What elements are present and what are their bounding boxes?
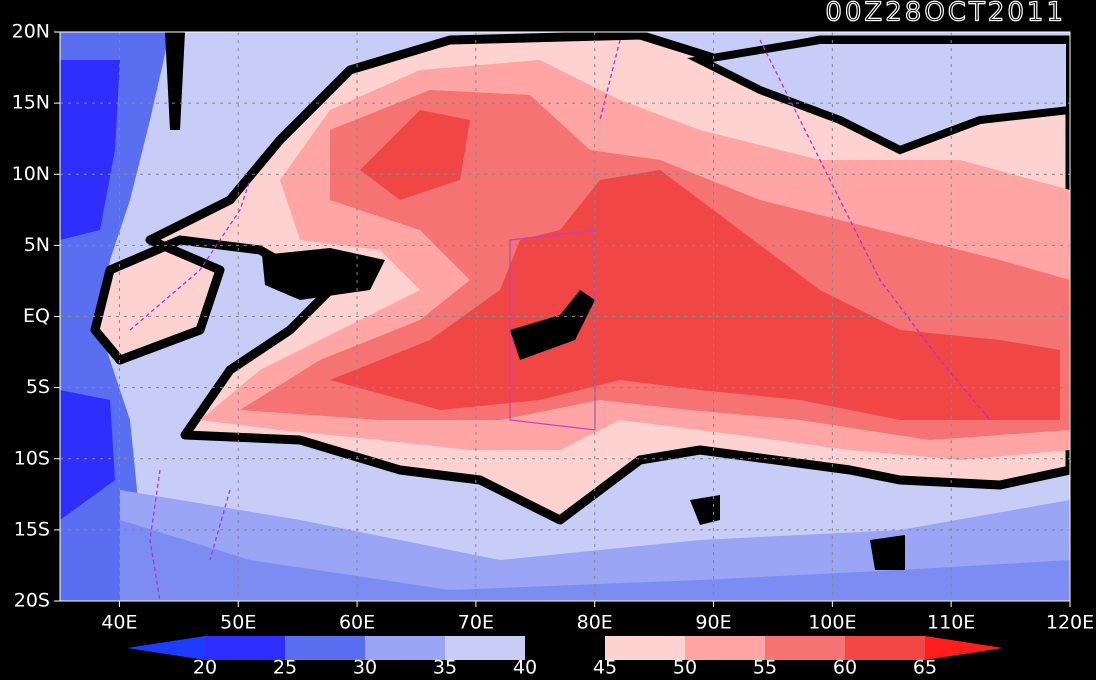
north-cool-patch — [687, 36, 1070, 155]
colorbar-label: 55 — [753, 657, 777, 679]
colorbar-segment — [205, 636, 285, 660]
south-band — [120, 490, 1070, 601]
colorbar-label: 60 — [833, 657, 857, 679]
warm-peak — [330, 110, 1060, 420]
colorbar-segment — [685, 636, 765, 660]
x-tick-label: 50E — [220, 612, 256, 634]
y-tick-label: 20N — [12, 21, 50, 43]
colorbar-segment — [285, 636, 365, 660]
y-tick-label: 20S — [14, 590, 50, 612]
x-tick-label: 40E — [101, 612, 137, 634]
colorbar-arrow — [925, 636, 1003, 660]
lowest-region — [60, 60, 120, 520]
colorbar-label: 45 — [593, 657, 617, 679]
x-tick-label: 110E — [927, 612, 975, 634]
black-patch — [262, 248, 385, 300]
colorbar-arrow — [127, 636, 205, 660]
south-band-deep — [120, 520, 1070, 601]
x-tick-label: 80E — [577, 612, 613, 634]
y-tick-label: 15N — [12, 92, 50, 114]
colorbar-label: 65 — [913, 657, 937, 679]
black-patch — [165, 32, 185, 130]
y-tick-label: 10N — [12, 163, 50, 185]
colorbar: 20 25 30 35 40 45 50 55 60 65 — [127, 636, 1003, 679]
colorbar-label: 35 — [433, 657, 457, 679]
y-tick-label: 10S — [14, 447, 50, 469]
x-tick-label: 60E — [339, 612, 375, 634]
colorbar-label: 50 — [673, 657, 697, 679]
y-tick-label: 15S — [14, 518, 50, 540]
x-tick-label: 100E — [808, 612, 856, 634]
colorbar-label: 20 — [193, 657, 217, 679]
colorbar-label: 40 — [513, 657, 537, 679]
colorbar-segment — [765, 636, 845, 660]
x-tick-label: 70E — [458, 612, 494, 634]
boundary-line — [509, 229, 596, 431]
plot-frame — [59, 31, 1071, 602]
colorbar-segment — [525, 636, 605, 660]
y-tick-label: EQ — [23, 305, 50, 327]
y-tick-label: 5N — [24, 234, 50, 256]
colorbar-segment — [365, 636, 445, 660]
colorbar-segment — [445, 636, 525, 660]
y-tick-label: 5S — [26, 376, 50, 398]
field — [60, 32, 1070, 601]
colorbar-label: 25 — [273, 657, 297, 679]
black-patch — [510, 290, 905, 570]
x-tick-label: 90E — [695, 612, 731, 634]
axes: 40E 50E 60E 70E 80E 90E 100E 110E 120E 20N 15N 10N 5… — [12, 21, 1095, 634]
x-tick-label: 120E — [1046, 612, 1094, 634]
map-title: 00Z28OCT2011 — [825, 0, 1066, 28]
colorbar-segment — [605, 636, 685, 660]
colorbar-label: 30 — [353, 657, 377, 679]
colorbar-segment — [845, 636, 925, 660]
coastline — [129, 39, 991, 601]
